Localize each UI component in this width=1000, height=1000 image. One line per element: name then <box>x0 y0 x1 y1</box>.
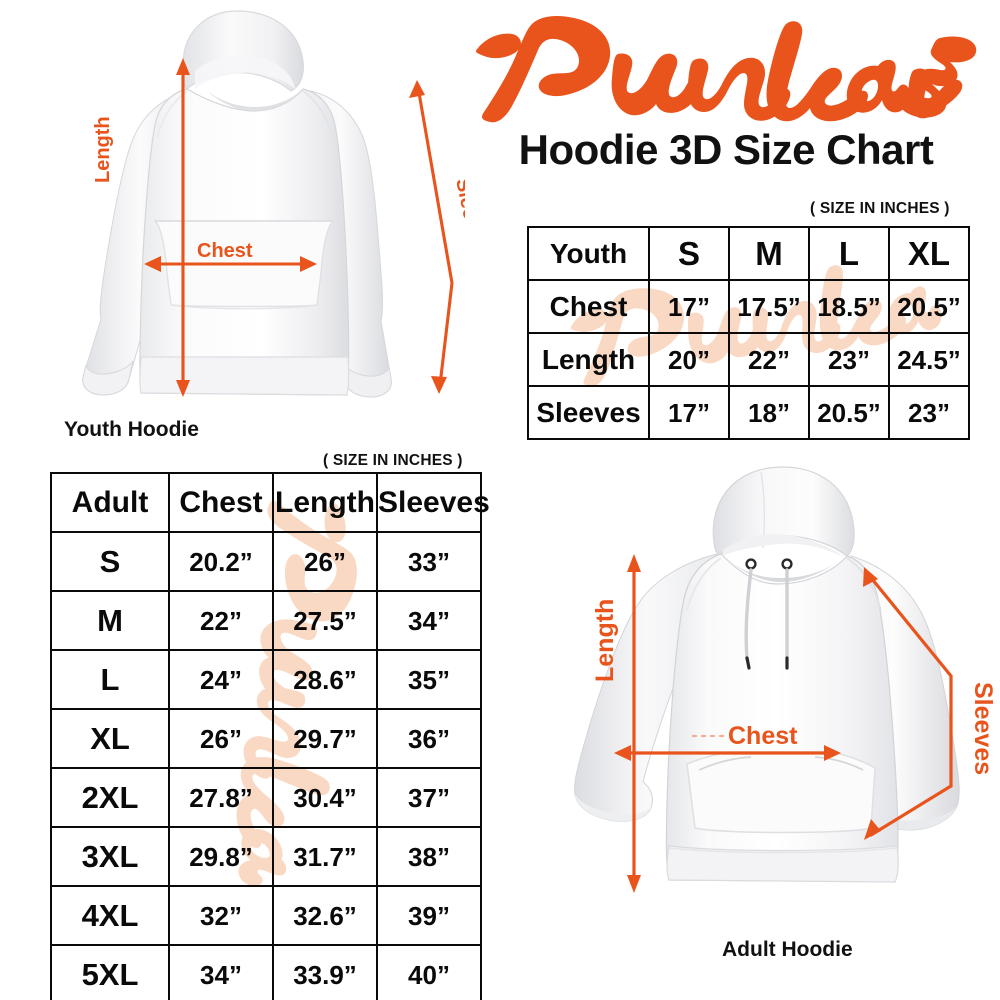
youth-size-table: Youth S M L XL Chest 17” 17.5” 18.5” 20.… <box>527 226 970 440</box>
adult-hoodie-caption: Adult Hoodie <box>722 938 853 961</box>
table-row: XL 26” 29.7” 36” <box>50 708 482 769</box>
adult-size-5xl: 5XL <box>50 944 170 1000</box>
table-row-header: Youth S M L XL <box>527 226 970 281</box>
table-row: Chest 17” 17.5” 18.5” 20.5” <box>527 279 970 334</box>
adult-length-5xl: 33.9” <box>272 944 378 1000</box>
youth-col-m: M <box>728 226 810 281</box>
youth-length-m: 22” <box>728 332 810 387</box>
adult-size-2xl: 2XL <box>50 767 170 828</box>
adult-length-3xl: 31.7” <box>272 826 378 887</box>
youth-length-s: 20” <box>648 332 730 387</box>
adult-chest-l: 24” <box>168 649 274 710</box>
adult-chest-label: Chest <box>728 722 798 750</box>
adult-chest-3xl: 29.8” <box>168 826 274 887</box>
adult-sleeves-2xl: 37” <box>376 767 482 828</box>
adult-length-m: 27.5” <box>272 590 378 651</box>
table-row: M 22” 27.5” 34” <box>50 590 482 651</box>
youth-length-l: 23” <box>808 332 890 387</box>
adult-col-adult: Adult <box>50 472 170 533</box>
brand-logo <box>470 8 980 126</box>
table-row: 4XL 32” 32.6” 39” <box>50 885 482 946</box>
youth-chest-m: 17.5” <box>728 279 810 334</box>
adult-chest-s: 20.2” <box>168 531 274 592</box>
adult-chest-4xl: 32” <box>168 885 274 946</box>
youth-row-label-chest: Chest <box>527 279 650 334</box>
adult-inches-note: ( SIZE IN INCHES ) <box>323 452 463 469</box>
adult-length-4xl: 32.6” <box>272 885 378 946</box>
adult-chest-xl: 26” <box>168 708 274 769</box>
adult-length-label: Length <box>591 599 619 682</box>
table-row: L 24” 28.6” 35” <box>50 649 482 710</box>
table-row: Sleeves 17” 18” 20.5” 23” <box>527 385 970 440</box>
youth-chest-l: 18.5” <box>808 279 890 334</box>
youth-sleeves-xl: 23” <box>888 385 970 440</box>
youth-chest-xl: 20.5” <box>888 279 970 334</box>
adult-col-sleeves: Sleeves <box>376 472 490 533</box>
youth-chest-label: Chest <box>197 240 253 262</box>
youth-col-xl: XL <box>888 226 970 281</box>
adult-size-s: S <box>50 531 170 592</box>
adult-sleeves-4xl: 39” <box>376 885 482 946</box>
adult-chest-m: 22” <box>168 590 274 651</box>
youth-row-label-sleeves: Sleeves <box>527 385 650 440</box>
table-row: 2XL 27.8” 30.4” 37” <box>50 767 482 828</box>
adult-size-table: Adult Chest Length Sleeves S 20.2” 26” 3… <box>50 472 490 1000</box>
youth-length-xl: 24.5” <box>888 332 970 387</box>
adult-chest-2xl: 27.8” <box>168 767 274 828</box>
adult-col-chest: Chest <box>168 472 274 533</box>
youth-row-label-length: Length <box>527 332 650 387</box>
adult-size-m: M <box>50 590 170 651</box>
page-title: Hoodie 3D Size Chart <box>518 126 934 173</box>
adult-hoodie-illustration: Length Chest Sleeves <box>565 452 995 937</box>
youth-col-s: S <box>648 226 730 281</box>
adult-sleeves-l: 35” <box>376 649 482 710</box>
adult-length-s: 26” <box>272 531 378 592</box>
youth-hoodie-caption: Youth Hoodie <box>64 418 199 441</box>
adult-length-2xl: 30.4” <box>272 767 378 828</box>
adult-col-length: Length <box>272 472 378 533</box>
adult-sleeves-5xl: 40” <box>376 944 482 1000</box>
youth-inches-note: ( SIZE IN INCHES ) <box>810 200 950 217</box>
table-row-header: Adult Chest Length Sleeves <box>50 472 490 533</box>
youth-sleeves-m: 18” <box>728 385 810 440</box>
adult-length-xl: 29.7” <box>272 708 378 769</box>
table-row: Length 20” 22” 23” 24.5” <box>527 332 970 387</box>
adult-size-l: L <box>50 649 170 710</box>
adult-size-4xl: 4XL <box>50 885 170 946</box>
adult-sleeves-m: 34” <box>376 590 482 651</box>
adult-sleeves-xl: 36” <box>376 708 482 769</box>
youth-sleeves-label: Sleeves <box>451 176 465 253</box>
adult-sleeves-s: 33” <box>376 531 482 592</box>
youth-sleeves-s: 17” <box>648 385 730 440</box>
youth-chest-s: 17” <box>648 279 730 334</box>
youth-col-l: L <box>808 226 890 281</box>
youth-hoodie-illustration: Length Chest Sleeves <box>55 5 465 420</box>
youth-length-label: Length <box>92 116 114 183</box>
table-row: 5XL 34” 33.9” 40” <box>50 944 482 1000</box>
adult-sleeves-label: Sleeves <box>969 682 995 775</box>
adult-size-3xl: 3XL <box>50 826 170 887</box>
adult-chest-5xl: 34” <box>168 944 274 1000</box>
adult-size-xl: XL <box>50 708 170 769</box>
table-row: 3XL 29.8” 31.7” 38” <box>50 826 482 887</box>
adult-sleeves-3xl: 38” <box>376 826 482 887</box>
table-row: S 20.2” 26” 33” <box>50 531 482 592</box>
youth-corner-label: Youth <box>527 226 650 281</box>
youth-sleeves-l: 20.5” <box>808 385 890 440</box>
adult-length-l: 28.6” <box>272 649 378 710</box>
